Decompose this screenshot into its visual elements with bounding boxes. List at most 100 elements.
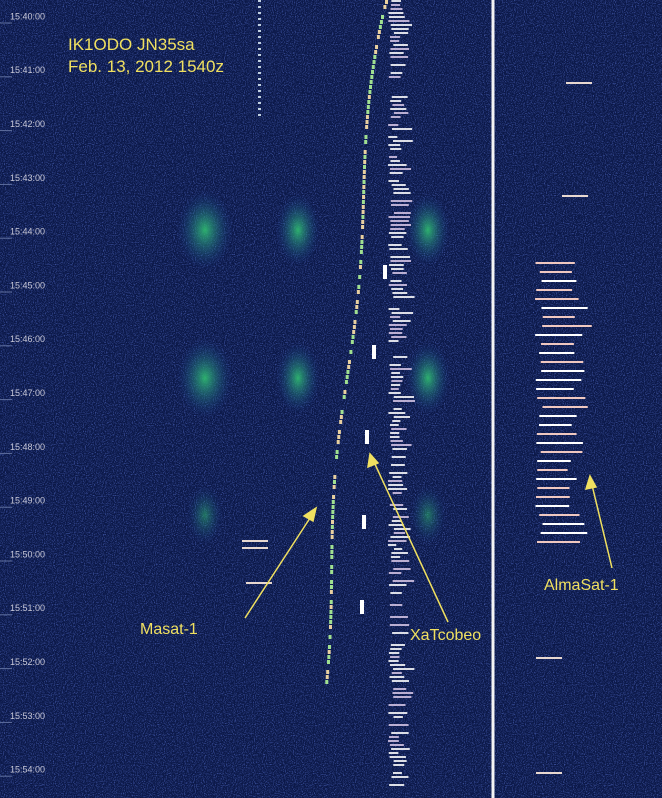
trace-dash xyxy=(389,16,405,18)
trace-dash xyxy=(370,80,373,84)
trace-dash xyxy=(331,535,334,539)
trace-dash xyxy=(390,8,402,10)
time-label: 15:48:00 xyxy=(10,442,45,452)
trace-dash xyxy=(355,305,358,309)
trace-dash xyxy=(388,484,403,486)
trace-dash xyxy=(258,36,261,38)
trace-dash xyxy=(388,12,403,14)
trace-dash xyxy=(373,60,376,64)
trace-dash xyxy=(394,212,411,214)
trace-dash xyxy=(258,24,261,26)
trace-dash xyxy=(394,112,408,114)
trace-dash xyxy=(339,420,342,424)
trace-dash xyxy=(391,556,400,558)
trace-dash xyxy=(390,56,408,58)
trace-dash xyxy=(348,360,351,364)
trace-dash xyxy=(366,115,369,119)
trace-dash xyxy=(363,155,366,159)
trace-dash xyxy=(390,36,400,38)
trace-dash xyxy=(391,268,404,270)
trace-dash xyxy=(389,308,400,310)
trace-dash xyxy=(377,35,380,39)
trace-dash xyxy=(258,96,261,98)
trace-dash xyxy=(349,350,352,354)
trace-dash xyxy=(343,395,346,399)
trace-dash xyxy=(393,140,413,142)
trace-dash xyxy=(390,656,399,658)
trace-dash xyxy=(390,536,410,538)
trace-dash xyxy=(388,20,409,22)
trace-dash xyxy=(365,430,369,444)
trace-dash xyxy=(388,480,402,482)
trace-dash xyxy=(542,406,587,408)
annotation: AlmaSat-1 xyxy=(544,577,619,594)
trace-dash xyxy=(391,384,400,386)
trace-dash xyxy=(367,100,370,104)
trace-dash xyxy=(388,544,396,546)
trace-dash xyxy=(364,135,367,139)
trace-dash xyxy=(258,90,261,92)
trace-dash xyxy=(392,672,402,674)
trace-dash xyxy=(536,388,574,390)
trace-dash xyxy=(541,532,588,534)
trace-dash xyxy=(537,397,585,399)
trace-dash xyxy=(357,285,360,289)
trace-dash xyxy=(330,550,333,554)
trace-dash xyxy=(393,492,402,494)
trace-dash xyxy=(388,124,398,126)
trace-dash xyxy=(393,692,414,694)
trace-dash xyxy=(353,325,356,329)
trace-dash xyxy=(393,400,415,402)
trace-dash xyxy=(331,515,334,519)
trace-dash xyxy=(374,50,377,54)
trace-dash xyxy=(258,102,261,104)
trace-dash xyxy=(258,6,261,8)
annotation: Masat-1 xyxy=(140,621,198,638)
trace-dash xyxy=(390,756,406,758)
trace-dash xyxy=(390,616,408,618)
trace-dash xyxy=(327,655,330,659)
trace-dash xyxy=(392,104,404,106)
trace-dash xyxy=(392,520,401,522)
trace-dash xyxy=(343,390,346,394)
trace-dash xyxy=(388,136,397,138)
trace-dash xyxy=(390,440,402,442)
trace-dash xyxy=(392,420,400,422)
trace-dash xyxy=(362,205,365,209)
trace-dash xyxy=(329,620,332,624)
trace-dash xyxy=(354,320,357,324)
trace-dash xyxy=(379,25,382,29)
trace-dash xyxy=(358,275,361,279)
trace-dash xyxy=(391,64,406,66)
trace-dash xyxy=(361,215,364,219)
trace-dash xyxy=(535,298,579,300)
trace-dash xyxy=(391,464,405,466)
trace-dash xyxy=(388,180,399,182)
trace-dash xyxy=(536,442,583,444)
trace-dash xyxy=(394,548,402,550)
trace-dash xyxy=(535,505,569,507)
trace-dash xyxy=(390,280,401,282)
trace-dash xyxy=(337,440,340,444)
trace-dash xyxy=(390,604,402,606)
trace-dash xyxy=(389,736,399,738)
trace-dash xyxy=(542,523,584,525)
trace-dash xyxy=(352,335,355,339)
time-label: 15:40:00 xyxy=(10,11,45,21)
trace-dash xyxy=(391,4,400,6)
waterfall: IK1ODO JN35sa Feb. 13, 2012 1540z Masat-… xyxy=(0,0,662,798)
trace-dash xyxy=(391,372,400,374)
trace-dash xyxy=(330,555,333,559)
trace-dash xyxy=(394,416,410,418)
trace-dash xyxy=(389,392,401,394)
trace-dash xyxy=(330,570,333,574)
trace-dash xyxy=(388,244,401,246)
trace-dash xyxy=(390,744,404,746)
trace-dash xyxy=(393,320,411,322)
trace-dash xyxy=(361,235,364,239)
trace-dash xyxy=(346,375,349,379)
trace-dash xyxy=(389,248,407,250)
trace-dash xyxy=(393,516,409,518)
annotation: XaTcobeo xyxy=(410,627,481,644)
time-label: 15:45:00 xyxy=(10,280,45,290)
